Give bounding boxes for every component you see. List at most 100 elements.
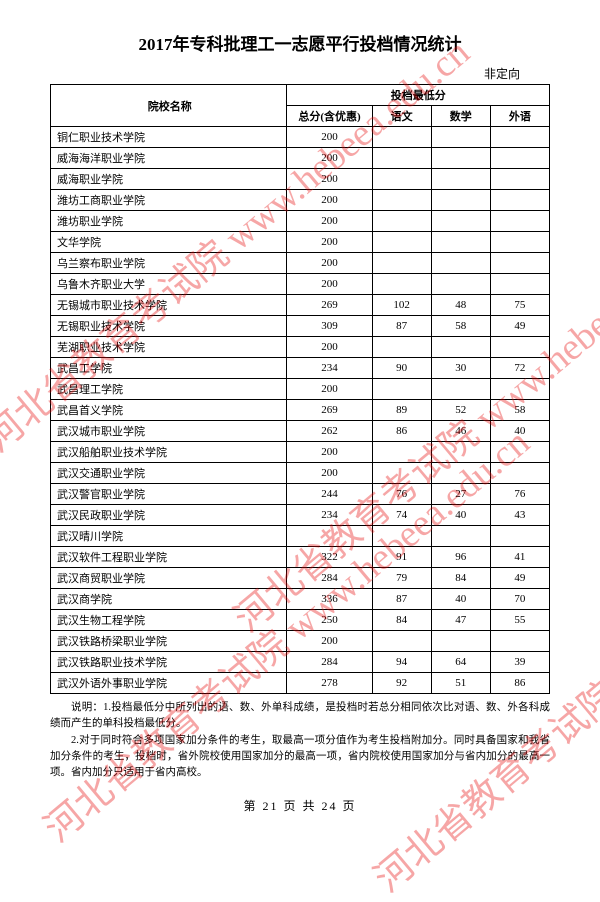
cell-total: 200 [287, 379, 372, 400]
cell-yuwen [372, 631, 431, 652]
cell-shuxue [431, 274, 490, 295]
cell-yuwen: 91 [372, 547, 431, 568]
note-line-1: 说明：1.投档最低分中所列出的语、数、外单科成绩，是投档时若总分相同依次比对语、… [50, 700, 550, 733]
table-row: 武汉铁路桥梁职业学院200 [51, 631, 550, 652]
cell-waiyu [490, 169, 549, 190]
cell-shuxue: 52 [431, 400, 490, 421]
th-school: 院校名称 [51, 85, 287, 127]
cell-waiyu: 70 [490, 589, 549, 610]
th-shuxue: 数学 [431, 106, 490, 127]
table-row: 武昌首义学院269895258 [51, 400, 550, 421]
cell-waiyu [490, 127, 549, 148]
table-row: 武汉警官职业学院244762776 [51, 484, 550, 505]
cell-waiyu: 58 [490, 400, 549, 421]
cell-name: 武汉城市职业学院 [51, 421, 287, 442]
cell-yuwen: 74 [372, 505, 431, 526]
cell-waiyu [490, 442, 549, 463]
cell-yuwen [372, 274, 431, 295]
cell-shuxue [431, 211, 490, 232]
cell-shuxue [431, 631, 490, 652]
subhead: 非定向 [50, 65, 550, 82]
cell-total: 200 [287, 211, 372, 232]
cell-shuxue [431, 190, 490, 211]
cell-name: 武汉生物工程学院 [51, 610, 287, 631]
cell-yuwen: 94 [372, 652, 431, 673]
table-row: 潍坊工商职业学院200 [51, 190, 550, 211]
cell-name: 威海海洋职业学院 [51, 148, 287, 169]
cell-waiyu [490, 148, 549, 169]
table-row: 乌鲁木齐职业大学200 [51, 274, 550, 295]
cell-shuxue [431, 232, 490, 253]
cell-name: 无锡职业技术学院 [51, 316, 287, 337]
cell-name: 威海职业学院 [51, 169, 287, 190]
cell-shuxue [431, 442, 490, 463]
cell-shuxue: 48 [431, 295, 490, 316]
table-row: 武汉软件工程职业学院322919641 [51, 547, 550, 568]
pager-mid: 页 共 [283, 799, 316, 813]
cell-waiyu [490, 526, 549, 547]
cell-name: 武汉民政职业学院 [51, 505, 287, 526]
cell-name: 武昌理工学院 [51, 379, 287, 400]
cell-total: 278 [287, 673, 372, 694]
cell-waiyu: 40 [490, 421, 549, 442]
table-row: 无锡职业技术学院309875849 [51, 316, 550, 337]
cell-yuwen: 92 [372, 673, 431, 694]
cell-name: 芜湖职业技术学院 [51, 337, 287, 358]
cell-total: 284 [287, 568, 372, 589]
cell-yuwen: 89 [372, 400, 431, 421]
cell-name: 武汉警官职业学院 [51, 484, 287, 505]
cell-yuwen [372, 148, 431, 169]
cell-total [287, 526, 372, 547]
cell-shuxue: 30 [431, 358, 490, 379]
table-row: 武汉外语外事职业学院278925186 [51, 673, 550, 694]
cell-shuxue [431, 526, 490, 547]
cell-total: 269 [287, 295, 372, 316]
cell-total: 200 [287, 274, 372, 295]
cell-total: 200 [287, 232, 372, 253]
cell-shuxue [431, 337, 490, 358]
cell-waiyu [490, 337, 549, 358]
cell-total: 244 [287, 484, 372, 505]
table-row: 武昌理工学院200 [51, 379, 550, 400]
cell-name: 潍坊工商职业学院 [51, 190, 287, 211]
cell-name: 武汉船舶职业技术学院 [51, 442, 287, 463]
cell-shuxue: 27 [431, 484, 490, 505]
cell-waiyu: 55 [490, 610, 549, 631]
cell-yuwen [372, 127, 431, 148]
cell-total: 200 [287, 442, 372, 463]
cell-waiyu [490, 379, 549, 400]
cell-yuwen [372, 211, 431, 232]
cell-waiyu [490, 274, 549, 295]
cell-waiyu: 43 [490, 505, 549, 526]
table-row: 潍坊职业学院200 [51, 211, 550, 232]
cell-yuwen [372, 169, 431, 190]
cell-name: 乌鲁木齐职业大学 [51, 274, 287, 295]
table-row: 武汉民政职业学院234744043 [51, 505, 550, 526]
note-line-2: 2.对于同时符合多项国家加分条件的考生，取最高一项分值作为考生投档附加分。同时具… [50, 733, 550, 782]
cell-waiyu: 49 [490, 316, 549, 337]
pager-total: 24 [322, 799, 338, 813]
th-yuwen: 语文 [372, 106, 431, 127]
cell-total: 336 [287, 589, 372, 610]
pager-suffix: 页 [343, 799, 357, 813]
cell-shuxue: 96 [431, 547, 490, 568]
cell-yuwen [372, 337, 431, 358]
table-row: 武汉生物工程学院250844755 [51, 610, 550, 631]
cell-name: 武汉交通职业学院 [51, 463, 287, 484]
cell-total: 284 [287, 652, 372, 673]
cell-waiyu: 76 [490, 484, 549, 505]
table-row: 武汉商学院336874070 [51, 589, 550, 610]
cell-waiyu: 41 [490, 547, 549, 568]
cell-waiyu [490, 211, 549, 232]
cell-yuwen: 87 [372, 589, 431, 610]
cell-name: 武汉外语外事职业学院 [51, 673, 287, 694]
cell-total: 200 [287, 127, 372, 148]
score-table: 院校名称 投档最低分 总分(含优惠) 语文 数学 外语 铜仁职业技术学院200威… [50, 84, 550, 694]
table-row: 无锡城市职业技术学院2691024875 [51, 295, 550, 316]
cell-yuwen [372, 463, 431, 484]
cell-shuxue: 46 [431, 421, 490, 442]
cell-total: 200 [287, 463, 372, 484]
cell-shuxue [431, 253, 490, 274]
cell-name: 无锡城市职业技术学院 [51, 295, 287, 316]
cell-total: 250 [287, 610, 372, 631]
